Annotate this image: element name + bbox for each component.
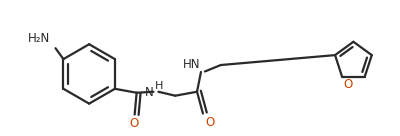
Text: O: O: [205, 116, 214, 129]
Text: H₂N: H₂N: [28, 32, 50, 45]
Text: N: N: [145, 86, 154, 99]
Text: O: O: [129, 117, 138, 130]
Text: HN: HN: [182, 58, 200, 71]
Text: O: O: [343, 78, 352, 91]
Text: H: H: [155, 81, 163, 91]
